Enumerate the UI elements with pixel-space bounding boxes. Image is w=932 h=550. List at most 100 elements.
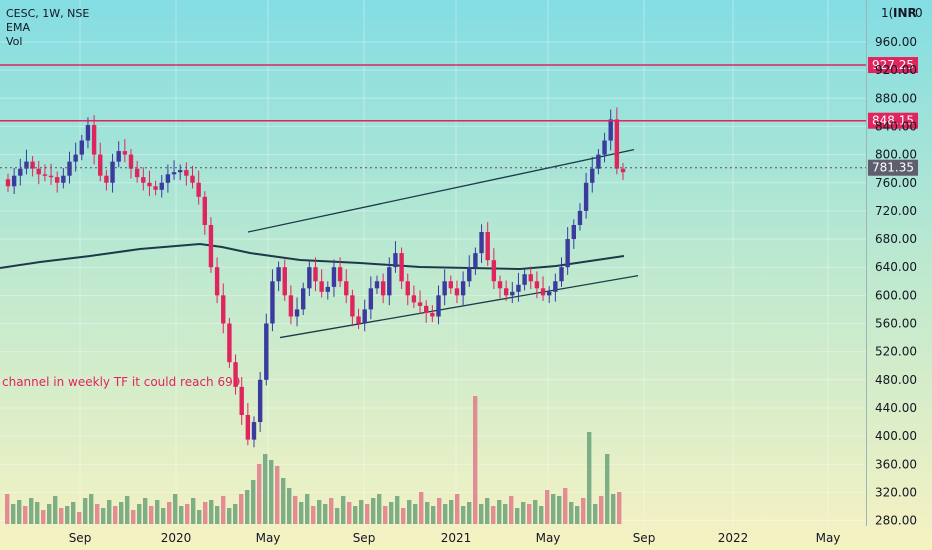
- volume-bar: [611, 494, 616, 524]
- volume-bar: [149, 506, 154, 524]
- candle-body: [399, 253, 404, 282]
- candle-body: [442, 281, 447, 296]
- candle-body: [460, 281, 466, 296]
- candle-body: [24, 161, 29, 169]
- volume-bar: [431, 506, 436, 524]
- volume-bar: [335, 508, 340, 524]
- candle-body: [319, 281, 324, 292]
- volume-bar: [35, 502, 40, 524]
- horizontal-level-tag: [868, 112, 918, 129]
- y-tick-label: 400.00: [875, 429, 917, 443]
- candle-body: [571, 224, 576, 240]
- candle-body: [196, 182, 201, 197]
- volume-bar: [617, 492, 622, 524]
- candle-body: [79, 140, 84, 155]
- volume-bar: [473, 396, 478, 524]
- volume-bar: [605, 454, 610, 524]
- volume-bar: [407, 500, 412, 524]
- x-tick-label: 2020: [161, 531, 192, 545]
- volume-bar: [161, 508, 166, 524]
- volume-bar: [413, 504, 418, 524]
- volume-bar: [557, 496, 562, 524]
- candle-body: [614, 119, 620, 169]
- volume-bar: [479, 504, 484, 524]
- candle-body: [503, 288, 509, 296]
- candle-body: [368, 288, 374, 310]
- candle-body: [73, 154, 78, 162]
- volume-bar: [389, 502, 394, 524]
- volume-bar: [263, 454, 268, 524]
- y-tick-label: 360.00: [875, 457, 917, 471]
- channel-lower-line[interactable]: [279, 275, 639, 339]
- candle-body: [98, 154, 103, 176]
- last-price-tag: [868, 159, 918, 176]
- volume-bar: [95, 504, 100, 524]
- price-axis[interactable]: 960.00 920.00 880.00 840.00 800.00 760.00 720.…: [875, 35, 917, 528]
- candle-body: [128, 154, 134, 169]
- volume-bar: [593, 504, 598, 524]
- horizontal-levels: 927.25 848.15 781.35: [0, 57, 918, 176]
- volume-bar: [65, 506, 70, 524]
- x-tick-label: May: [536, 531, 561, 545]
- channel-lines: [247, 149, 639, 339]
- volume-bar: [167, 502, 172, 524]
- candle-body: [620, 168, 626, 173]
- volume-bar: [329, 498, 334, 524]
- volume-bar: [359, 500, 364, 524]
- volume-bar: [269, 460, 274, 524]
- channel-upper-line[interactable]: [247, 149, 635, 233]
- volume-bar: [197, 510, 202, 524]
- ema-polyline: [0, 242, 625, 271]
- y-tick-label: 720.00: [875, 204, 917, 218]
- candle-body: [577, 210, 583, 225]
- volume-bar: [569, 502, 574, 524]
- volume-bar: [539, 506, 544, 524]
- volume-bar: [191, 498, 196, 524]
- candle-body: [282, 267, 287, 296]
- candle-body: [251, 422, 257, 440]
- vol-legend[interactable]: Vol: [6, 35, 22, 48]
- candle-body: [134, 168, 140, 178]
- volume-bar: [71, 502, 76, 524]
- candle-body: [583, 182, 589, 211]
- x-tick-label: May: [256, 531, 281, 545]
- volume-bar: [125, 496, 130, 524]
- volume-bar: [491, 506, 496, 524]
- volume-bar: [233, 504, 238, 524]
- volume-bar: [575, 506, 580, 524]
- candle-body: [171, 172, 177, 175]
- x-tick-label: Sep: [633, 531, 656, 545]
- annotation-text[interactable]: channel in weekly TF it could reach 699: [2, 375, 240, 389]
- ema-legend[interactable]: EMA: [6, 21, 30, 34]
- volume-bar: [515, 508, 520, 524]
- candle-body: [276, 267, 281, 282]
- candle-body: [67, 161, 72, 176]
- volume-bar: [113, 506, 118, 524]
- volume-bar: [461, 506, 466, 524]
- horizontal-level-value: 927.25: [872, 58, 914, 72]
- volume-bar: [341, 496, 346, 524]
- volume-bar: [419, 492, 424, 524]
- symbol-legend[interactable]: CESC, 1W, NSE: [6, 7, 89, 20]
- volume-bar: [425, 502, 430, 524]
- candle-body: [30, 161, 35, 169]
- volume-bar: [323, 504, 328, 524]
- volume-bar: [257, 464, 262, 524]
- volume-bar: [83, 498, 88, 524]
- candle-body: [270, 281, 275, 324]
- y-tick-label: 440.00: [875, 401, 917, 415]
- time-axis[interactable]: Sep 2020 May Sep 2021 May Sep 2022 May: [69, 531, 841, 545]
- candle-body: [85, 125, 91, 141]
- candle-body: [190, 175, 195, 183]
- y-tick-label: 480.00: [875, 373, 917, 387]
- candle-body: [405, 281, 410, 296]
- volume-bar: [215, 506, 220, 524]
- candle-body: [301, 288, 306, 310]
- candle-body: [165, 174, 171, 183]
- y-tick-label: 840.00: [875, 119, 917, 133]
- candle-body: [516, 284, 521, 292]
- x-tick-label: 2022: [718, 531, 749, 545]
- candle-body: [608, 119, 613, 141]
- volume-bar: [77, 512, 82, 524]
